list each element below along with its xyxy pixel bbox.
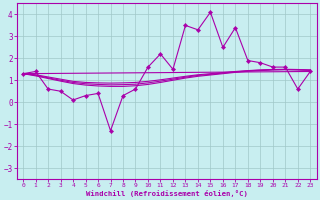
X-axis label: Windchill (Refroidissement éolien,°C): Windchill (Refroidissement éolien,°C)	[86, 190, 248, 197]
